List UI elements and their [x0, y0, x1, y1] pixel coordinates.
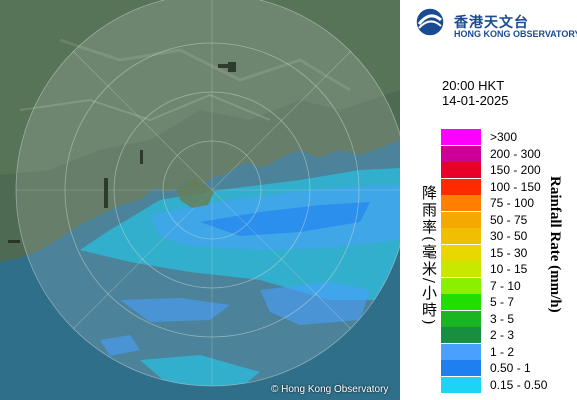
- legend-label: 10 - 15: [490, 262, 528, 276]
- legend-swatch: [441, 360, 481, 376]
- legend-swatch: [441, 327, 481, 343]
- legend-swatch: [441, 129, 481, 145]
- legend-label: >300: [490, 130, 518, 144]
- legend-label: 3 - 5: [490, 311, 515, 326]
- legend-label: 100 - 150: [490, 179, 541, 194]
- legend-swatch: [441, 277, 481, 294]
- legend-title-en: Rainfall Rate (mm/h): [547, 176, 563, 313]
- org-name-en: HONG KONG OBSERVATORY: [454, 29, 577, 39]
- time-label: 20:00 HKT: [442, 78, 505, 93]
- legend-swatch: [441, 178, 481, 195]
- legend-label: 15 - 30: [490, 245, 528, 260]
- hko-logo-icon: [415, 7, 445, 37]
- legend-swatch: [441, 162, 481, 178]
- legend-swatch: [441, 244, 481, 261]
- legend-swatch: [441, 343, 481, 360]
- legend-title-zh: 降雨率(毫米/小時): [420, 185, 438, 327]
- legend-swatch: [441, 228, 481, 244]
- org-name-zh: 香港天文台: [454, 15, 529, 31]
- legend-label: 200 - 300: [490, 146, 541, 161]
- hko-logo: 香港天文台 HONG KONG OBSERVATORY: [414, 6, 577, 40]
- legend-label: 5 - 7: [490, 295, 515, 309]
- legend-swatch: [441, 376, 481, 393]
- legend-swatch: [441, 310, 481, 327]
- legend-label: 150 - 200: [490, 163, 541, 177]
- legend-swatch: [441, 211, 481, 228]
- legend-swatch: [441, 294, 481, 310]
- legend-label: 75 - 100: [490, 196, 535, 210]
- legend-label: 30 - 50: [490, 229, 528, 243]
- legend-label: 0.15 - 0.50: [490, 377, 548, 392]
- copyright-text: © Hong Kong Observatory: [271, 384, 389, 395]
- legend-label: 50 - 75: [490, 212, 528, 227]
- legend-label: 7 - 10: [490, 278, 521, 293]
- radar-map-image: [0, 0, 400, 400]
- legend-label: 2 - 3: [490, 328, 515, 342]
- legend-swatch: [441, 261, 481, 277]
- date-label: 14-01-2025: [442, 93, 509, 108]
- legend-swatch: [441, 195, 481, 211]
- radar-map: © Hong Kong Observatory: [0, 0, 400, 400]
- legend-panel: 香港天文台 HONG KONG OBSERVATORY 20:00 HKT 14…: [400, 0, 577, 400]
- legend-swatch: [441, 145, 481, 162]
- legend-label: 0.50 - 1: [490, 361, 531, 375]
- legend-label: 1 - 2: [490, 344, 515, 359]
